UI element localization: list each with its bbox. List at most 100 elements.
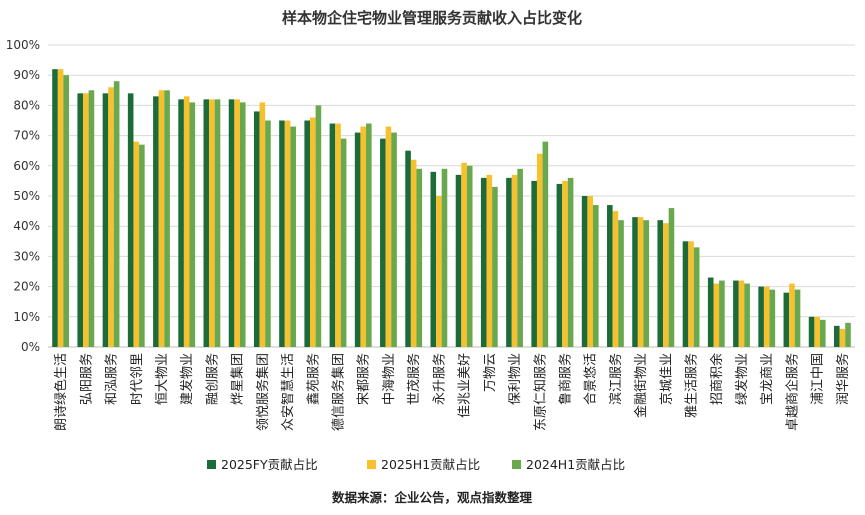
bar — [265, 120, 271, 347]
bar — [228, 99, 235, 347]
bar — [77, 93, 84, 347]
bar — [758, 286, 764, 347]
bar — [189, 102, 196, 347]
bar — [360, 126, 367, 347]
bar — [657, 220, 664, 347]
bar — [668, 208, 675, 347]
x-tick-label: 恒大物业 — [155, 353, 170, 405]
x-tick-label: 世茂服务 — [406, 353, 422, 405]
legend-swatch — [367, 460, 376, 469]
legend: 2025FY贡献占比 2025H1贡献占比 2024H1贡献占比 — [207, 457, 625, 472]
bar — [455, 174, 462, 347]
bar — [52, 69, 58, 347]
bar — [833, 325, 840, 347]
x-tick-label: 永升服务 — [431, 353, 447, 405]
bar — [391, 132, 397, 347]
x-tick-label: 浦江中国 — [811, 353, 826, 405]
bar — [430, 171, 437, 347]
x-tick-label: 鑫苑服务 — [305, 353, 321, 405]
y-tick-label: 60% — [13, 159, 40, 173]
x-tick-label: 融创服务 — [204, 353, 220, 405]
x-tick-label: 时代邻里 — [130, 353, 145, 405]
legend-label: 2025FY贡献占比 — [221, 457, 318, 472]
x-tick-label: 京城佳业 — [659, 353, 674, 405]
bar — [581, 196, 588, 347]
bar — [536, 153, 543, 347]
bar — [436, 196, 442, 347]
legend-label: 2024H1贡献占比 — [526, 457, 625, 472]
bar — [466, 165, 473, 347]
bar — [506, 177, 512, 347]
bar — [139, 144, 145, 347]
bar — [556, 183, 563, 347]
y-tick-label: 10% — [13, 310, 40, 324]
y-tick-label: 70% — [13, 129, 40, 143]
x-tick-label: 宝龙商业 — [760, 353, 775, 405]
chart-title: 样本物企住宅物业管理服务贡献收入占比变化 — [282, 9, 582, 27]
y-axis: 0% 10% 20% 30% 40% 50% 60% 70% 80% 90% 100% — [6, 38, 40, 354]
y-tick-label: 0% — [21, 340, 40, 354]
x-tick-label: 宋都服务 — [356, 353, 372, 405]
bars — [52, 69, 851, 348]
bar — [492, 186, 498, 347]
x-tick-label: 朗诗绿色生活 — [53, 353, 69, 431]
bar — [663, 223, 669, 347]
x-tick-label: 领悦服务集团 — [255, 353, 271, 431]
bar — [587, 196, 594, 347]
bar — [511, 174, 518, 347]
bar — [607, 205, 613, 347]
bar — [63, 75, 70, 347]
x-tick-label: 建发物业 — [179, 353, 195, 405]
bar — [253, 111, 260, 347]
x-tick-label: 卓越商企服务 — [784, 353, 800, 431]
bar — [480, 177, 487, 347]
bar — [769, 289, 776, 347]
bar — [808, 316, 815, 347]
bar — [632, 217, 638, 347]
bar — [354, 132, 361, 347]
x-tick-label: 德信服务集团 — [331, 353, 347, 431]
y-tick-label: 90% — [13, 68, 40, 82]
bar — [612, 211, 619, 347]
x-tick-label: 合景悠活 — [584, 353, 599, 405]
bar — [688, 241, 694, 347]
bar — [329, 123, 336, 348]
bar — [637, 217, 644, 347]
bar — [108, 87, 114, 347]
bar — [643, 220, 650, 347]
bar — [738, 280, 745, 347]
bar — [517, 168, 523, 347]
bar — [102, 93, 109, 347]
legend-label: 2025H1贡献占比 — [381, 457, 480, 472]
y-tick-label: 20% — [13, 280, 40, 294]
x-tick-label: 万物云 — [483, 353, 498, 392]
x-axis: 朗诗绿色生活 弘阳服务 和泓服务 时代邻里 恒大物业 建发物业 融创服务 烨星集团 领悦服务集团… — [53, 353, 851, 431]
bar — [133, 141, 140, 347]
bar — [531, 180, 537, 347]
y-tick-label: 100% — [6, 38, 40, 52]
bar — [733, 280, 739, 347]
bar — [340, 138, 347, 347]
bar — [309, 117, 316, 347]
bar — [441, 168, 448, 347]
bar — [416, 168, 423, 347]
source-note: 数据来源：企业公告，观点指数整理 — [331, 490, 533, 505]
x-tick-label: 鲁商服务 — [557, 353, 573, 405]
x-tick-label: 中海物业 — [382, 353, 397, 405]
bar — [178, 99, 184, 347]
bar — [234, 99, 240, 347]
x-tick-label: 滨江服务 — [608, 353, 624, 405]
bar — [380, 138, 386, 347]
bar — [486, 174, 493, 347]
x-tick-label: 金融街物业 — [633, 353, 649, 418]
y-tick-label: 40% — [13, 219, 40, 233]
bar — [593, 205, 599, 347]
y-tick-label: 30% — [13, 249, 40, 263]
bar — [693, 247, 700, 347]
bar — [713, 283, 720, 347]
bar — [814, 316, 820, 347]
bar — [682, 241, 689, 347]
x-tick-label: 和泓服务 — [104, 353, 120, 405]
bar — [259, 102, 266, 347]
bar — [719, 280, 725, 347]
